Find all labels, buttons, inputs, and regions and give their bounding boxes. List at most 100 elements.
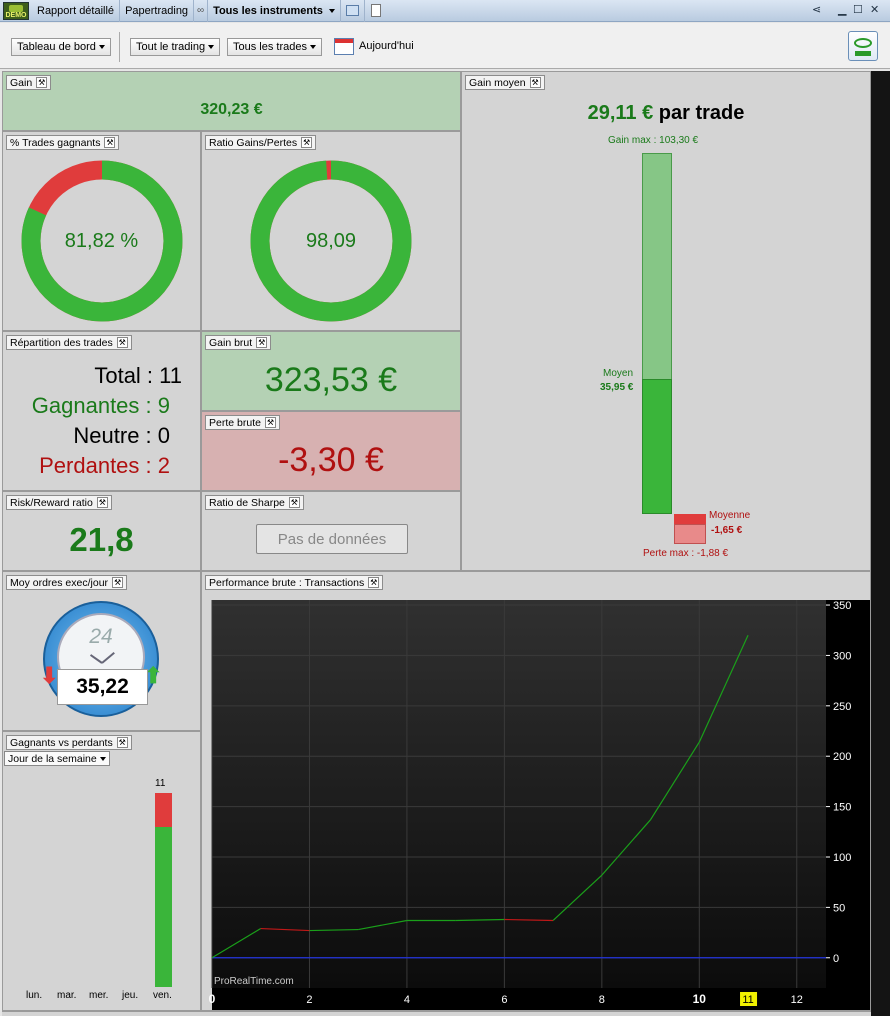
gain-moyen-title[interactable]: Gain moyen ⚒	[465, 75, 545, 90]
period-select[interactable]: Tout le trading	[130, 38, 221, 56]
x-tick-label: 10	[693, 992, 707, 1006]
sharpe-title[interactable]: Ratio de Sharpe ⚒	[205, 495, 304, 510]
gain-brut-title-label: Gain brut	[209, 336, 253, 349]
gain-brut-title[interactable]: Gain brut ⚒	[205, 335, 272, 350]
wrench-icon[interactable]: ⚒	[116, 337, 128, 348]
day-select[interactable]: Jour de la semaine	[4, 751, 110, 766]
wrench-icon[interactable]: ⚒	[96, 497, 108, 508]
win-pct-title[interactable]: % Trades gagnants ⚒	[6, 135, 120, 150]
perte-brute-title[interactable]: Perte brute ⚒	[205, 415, 280, 430]
wrench-icon[interactable]: ⚒	[104, 137, 116, 148]
performance-title-label: Performance brute : Transactions	[209, 576, 365, 589]
toolbar: Tableau de bord Tout le trading Tous les…	[0, 23, 890, 69]
ordres-panel: Moy ordres exec/jour ⚒ 24 ⬇ ⬆ 35,22	[2, 571, 201, 731]
ratio-title[interactable]: Ratio Gains/Pertes ⚒	[205, 135, 317, 150]
ratio-value: 98,09	[305, 230, 357, 252]
wrench-icon[interactable]: ⚒	[368, 577, 380, 588]
calendar-icon[interactable]	[334, 38, 354, 55]
ratio-title-label: Ratio Gains/Pertes	[209, 136, 298, 149]
repartition-title[interactable]: Répartition des trades ⚒	[6, 335, 132, 350]
no-data-button[interactable]: Pas de données	[256, 524, 408, 554]
date-label[interactable]: Aujourd'hui	[359, 40, 414, 52]
performance-title[interactable]: Performance brute : Transactions ⚒	[205, 575, 384, 590]
perte-brute-title-label: Perte brute	[209, 416, 261, 429]
donut-arc-green	[250, 160, 412, 322]
chevron-down-icon	[98, 45, 105, 49]
chevron-down-icon	[309, 45, 316, 49]
moyenne-bar	[674, 514, 706, 524]
link-icon[interactable]: ∞	[194, 0, 209, 22]
day-label-mon: lun.	[26, 990, 43, 1001]
series-segment	[504, 918, 554, 922]
win-pct-title-label: % Trades gagnants	[10, 136, 101, 149]
day-label-wed: mer.	[89, 990, 109, 1001]
gain-moyen-suffix: par trade	[658, 102, 745, 124]
series-segment	[698, 635, 749, 743]
gain-panel-title[interactable]: Gain ⚒	[6, 75, 52, 90]
wrench-icon[interactable]: ⚒	[112, 577, 124, 588]
view-select-label: Tableau de bord	[17, 41, 96, 53]
x-tick-label: 11	[742, 994, 753, 1006]
chart-plot-area	[212, 600, 826, 988]
moyen-value: 35,95 €	[600, 382, 634, 393]
chevron-down-icon	[328, 8, 335, 13]
report-icon[interactable]	[848, 31, 878, 61]
series-segment	[601, 819, 652, 876]
close-icon[interactable]: ✕	[870, 4, 880, 16]
gain-moyen-title-label: Gain moyen	[469, 76, 526, 89]
y-tick-label: 250	[833, 701, 851, 713]
series-segment	[650, 741, 700, 821]
y-tick-label: 200	[833, 751, 851, 763]
series-segment	[309, 928, 359, 932]
clock-label: 24	[89, 625, 113, 648]
wrench-icon[interactable]: ⚒	[256, 337, 268, 348]
series-segment	[455, 918, 505, 922]
gain-max-label: Gain max : 103,30 €	[608, 135, 699, 146]
ratio-panel: Ratio Gains/Pertes ⚒ 98,09	[201, 131, 461, 331]
wrench-icon[interactable]: ⚒	[264, 417, 276, 428]
wrench-icon[interactable]: ⚒	[116, 737, 128, 748]
win-pct-donut	[21, 160, 183, 322]
next-panels-strip	[2, 1011, 871, 1016]
image-icon[interactable]	[341, 0, 365, 22]
share-icon[interactable]: ⋖	[812, 4, 822, 16]
perte-brute-panel: Perte brute ⚒ -3,30 €	[201, 411, 461, 491]
risk-reward-title[interactable]: Risk/Reward ratio ⚒	[6, 495, 112, 510]
performance-chart: 0 50 100 150 200 250 300 350 0 2 4 6 8 10 11 12	[209, 600, 870, 1010]
minimize-icon[interactable]: ▁	[838, 4, 847, 16]
view-select[interactable]: Tableau de bord	[11, 38, 111, 56]
gain-brut-panel: Gain brut ⚒ 323,53 €	[201, 331, 461, 411]
top-menu-bar: DEMO Rapport détaillé Papertrading ∞ Tou…	[0, 0, 890, 22]
x-tick-label: 12	[791, 994, 803, 1006]
moyenne-label: Moyenne	[709, 510, 751, 521]
instruments-dropdown[interactable]: Tous les instruments	[208, 0, 341, 22]
document-icon[interactable]	[365, 0, 387, 22]
arrow-up-icon: ⬆	[144, 663, 163, 688]
bar-count-label: 11	[155, 778, 166, 789]
chevron-down-icon	[99, 756, 106, 761]
x-tick-label: 4	[404, 994, 410, 1006]
gagnants-perdants-title[interactable]: Gagnants vs perdants ⚒	[6, 735, 132, 750]
tab-papertrading[interactable]: Papertrading	[120, 0, 195, 22]
wrench-icon[interactable]: ⚒	[36, 77, 48, 88]
wrench-icon[interactable]: ⚒	[288, 497, 300, 508]
day-select-label: Jour de la semaine	[8, 752, 97, 765]
gain-panel: Gain ⚒ 320,23 €	[2, 71, 461, 131]
maximize-icon[interactable]: ☐	[853, 4, 863, 16]
wrench-icon[interactable]: ⚒	[301, 137, 313, 148]
risk-reward-title-label: Risk/Reward ratio	[10, 496, 93, 509]
x-tick-label: 8	[599, 994, 605, 1006]
day-label-thu: jeu.	[122, 990, 139, 1001]
losers-bar	[155, 793, 172, 827]
donut-arc-green	[21, 160, 183, 322]
ordres-value: 35,22	[57, 669, 148, 705]
wrench-icon[interactable]: ⚒	[529, 77, 541, 88]
performance-panel: Performance brute : Transactions ⚒ 0 50 100…	[201, 571, 871, 1011]
trades-select[interactable]: Tous les trades	[227, 38, 322, 56]
risk-reward-panel: Risk/Reward ratio ⚒ 21,8	[2, 491, 201, 571]
x-tick-label: 2	[306, 994, 312, 1006]
tab-rapport-detaille[interactable]: Rapport détaillé	[32, 0, 121, 22]
repartition-panel: Répartition des trades ⚒ Total : 11 Gagna…	[2, 331, 201, 491]
winners-bar	[155, 827, 172, 987]
ordres-title[interactable]: Moy ordres exec/jour ⚒	[6, 575, 128, 590]
